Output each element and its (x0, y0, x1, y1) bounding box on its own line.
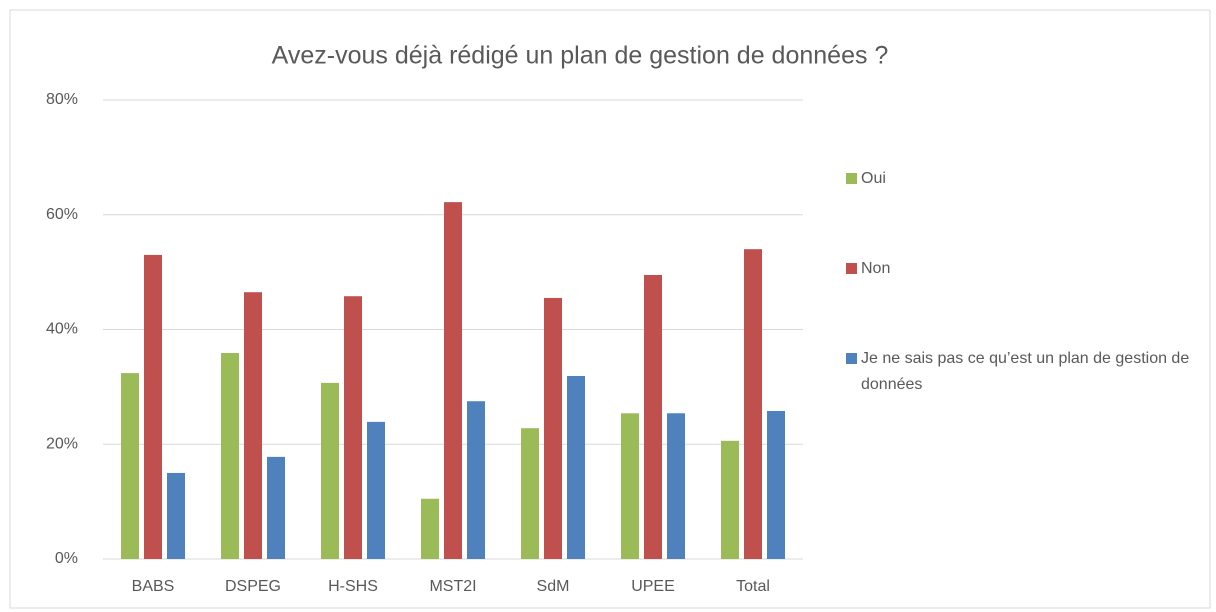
legend-item: Je ne sais pas ce qu’est un plan de gest… (846, 346, 1201, 398)
legend-item: Non (846, 256, 1201, 282)
bar (521, 428, 539, 559)
bar (144, 254, 162, 559)
x-tick-label: Total (736, 578, 770, 595)
legend-swatch (846, 263, 857, 274)
bar (544, 297, 562, 559)
bar (744, 249, 762, 560)
bar (567, 375, 585, 559)
bar (167, 472, 185, 559)
legend-label: Je ne sais pas ce qu’est un plan de gest… (861, 350, 1190, 393)
chart-title: Avez-vous déjà rédigé un plan de gestion… (272, 42, 889, 70)
bar (121, 373, 139, 559)
x-tick-label: DSPEG (225, 578, 281, 595)
bar (321, 382, 339, 559)
chart-border (9, 9, 1211, 609)
legend-label: Non (861, 260, 891, 277)
legend-swatch (846, 353, 857, 364)
bar (621, 413, 639, 559)
x-tick-label: SdM (537, 578, 570, 595)
y-tick-label: 0% (55, 550, 78, 567)
bar (721, 440, 739, 559)
bar (767, 410, 785, 559)
x-tick-label: BABS (132, 578, 175, 595)
y-tick-label: 20% (46, 435, 78, 452)
y-tick-label: 80% (46, 91, 78, 108)
bar (344, 296, 362, 559)
y-tick-label: 60% (46, 206, 78, 223)
bar (444, 202, 462, 559)
legend-item: Oui (846, 166, 1201, 192)
x-tick-label: UPEE (631, 578, 675, 595)
legend-label: Oui (861, 170, 886, 187)
legend-swatch (846, 173, 857, 184)
bar (244, 292, 262, 559)
bar (221, 353, 239, 559)
bar (467, 401, 485, 559)
bar (267, 456, 285, 559)
bar (644, 274, 662, 559)
bar (667, 413, 685, 559)
bar (367, 421, 385, 559)
bar (421, 498, 439, 559)
x-tick-label: H-SHS (328, 578, 378, 595)
x-tick-label: MST2I (429, 578, 476, 595)
y-tick-label: 40% (46, 321, 78, 338)
